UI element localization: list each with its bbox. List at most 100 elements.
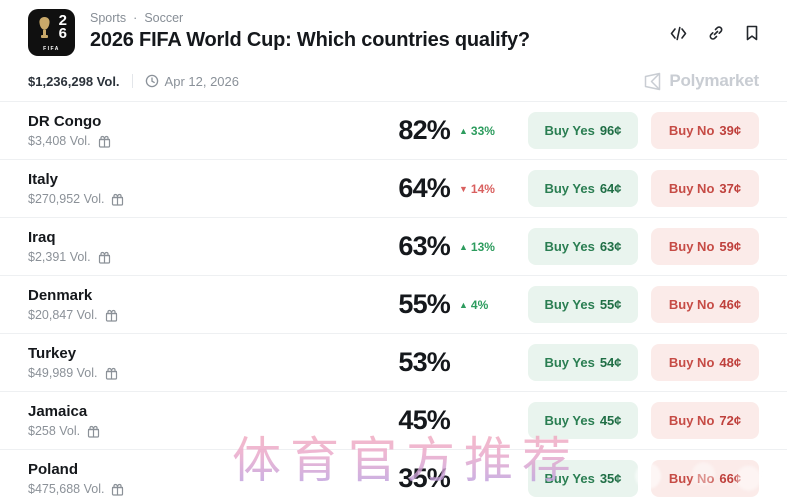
change-value: 14% — [470, 181, 495, 196]
buy-yes-label: Buy Yes — [544, 181, 595, 196]
outcome-name: Poland — [28, 461, 79, 478]
copy-link-icon[interactable] — [708, 25, 724, 41]
trade-buttons: Buy Yes 35¢ Buy No 66¢ — [528, 460, 759, 497]
buy-no-button[interactable]: Buy No 59¢ — [651, 228, 759, 265]
breadcrumb-sports[interactable]: Sports — [90, 11, 127, 25]
outcome-name: Italy — [28, 171, 59, 188]
gift-icon[interactable] — [105, 367, 118, 380]
up-arrow-icon: ▲ — [459, 299, 468, 310]
gift-icon[interactable] — [105, 309, 118, 322]
outcome-row-italy[interactable]: Italy $270,952 Vol. 64% ▼ 14% Buy Yes 64… — [0, 160, 787, 218]
total-volume: $1,236,298 Vol. — [28, 73, 120, 89]
buy-yes-button[interactable]: Buy Yes 64¢ — [528, 170, 638, 207]
outcome-volume-text: $49,989 Vol. — [28, 366, 98, 380]
polymarket-logo-icon — [645, 72, 661, 90]
page-title: 2026 FIFA World Cup: Which countries qua… — [90, 29, 530, 51]
buy-no-button[interactable]: Buy No 37¢ — [651, 170, 759, 207]
yes-price: 96¢ — [599, 123, 622, 138]
buy-no-label: Buy No — [668, 181, 715, 196]
buy-no-button[interactable]: Buy No 39¢ — [651, 112, 759, 149]
outcome-info: DR Congo $3,408 Vol. — [28, 113, 358, 148]
outcome-volume: $3,408 Vol. — [28, 134, 358, 148]
breadcrumb-separator: · — [133, 11, 138, 25]
buy-yes-label: Buy Yes — [544, 471, 595, 486]
header-actions — [670, 9, 759, 41]
outcome-row-iraq[interactable]: Iraq $2,391 Vol. 63% ▲ 13% Buy Yes 63¢ B… — [0, 218, 787, 276]
trade-buttons: Buy Yes 55¢ Buy No 46¢ — [528, 286, 759, 323]
outcome-info: Italy $270,952 Vol. — [28, 171, 358, 206]
buy-no-label: Buy No — [668, 413, 715, 428]
no-price: 37¢ — [719, 181, 742, 196]
outcome-volume-text: $20,847 Vol. — [28, 308, 98, 322]
end-date-text: Apr 12, 2026 — [164, 73, 239, 89]
buy-no-label: Buy No — [668, 471, 715, 486]
buy-yes-button[interactable]: Buy Yes 45¢ — [528, 402, 638, 439]
outcome-info: Denmark $20,847 Vol. — [28, 287, 358, 322]
outcome-volume: $475,688 Vol. — [28, 482, 358, 496]
buy-no-button[interactable]: Buy No 48¢ — [651, 344, 759, 381]
outcome-name: Iraq — [28, 229, 56, 246]
outcome-info: Jamaica $258 Vol. — [28, 403, 358, 438]
outcome-name: Denmark — [28, 287, 93, 304]
outcome-info: Turkey $49,989 Vol. — [28, 345, 358, 380]
buy-yes-label: Buy Yes — [544, 413, 595, 428]
outcome-volume-text: $475,688 Vol. — [28, 482, 105, 496]
outcome-volume: $20,847 Vol. — [28, 308, 358, 322]
no-price: 48¢ — [719, 355, 742, 370]
bookmark-icon[interactable] — [745, 25, 759, 41]
change-value: 33% — [470, 123, 495, 138]
trade-buttons: Buy Yes 96¢ Buy No 39¢ — [528, 112, 759, 149]
buy-yes-button[interactable]: Buy Yes 63¢ — [528, 228, 638, 265]
outcome-row-poland[interactable]: Poland $475,688 Vol. 35% Buy Yes 35¢ Buy… — [0, 450, 787, 500]
breadcrumb-soccer[interactable]: Soccer — [144, 11, 184, 25]
chance-percent: 53% — [398, 347, 450, 377]
buy-yes-button[interactable]: Buy Yes 54¢ — [528, 344, 638, 381]
chance-percent: 45% — [398, 405, 450, 435]
buy-yes-label: Buy Yes — [544, 297, 595, 312]
gift-icon[interactable] — [111, 483, 124, 496]
outcome-row-turkey[interactable]: Turkey $49,989 Vol. 53% Buy Yes 54¢ Buy … — [0, 334, 787, 392]
outcome-row-dr-congo[interactable]: DR Congo $3,408 Vol. 82% ▲ 33% Buy Yes 9… — [0, 102, 787, 160]
no-price: 59¢ — [719, 239, 742, 254]
buy-yes-label: Buy Yes — [544, 355, 595, 370]
fifa-2026-logo: 2 6 FIFA — [28, 9, 75, 56]
trade-buttons: Buy Yes 63¢ Buy No 59¢ — [528, 228, 759, 265]
outcome-info: Poland $475,688 Vol. — [28, 461, 358, 496]
header-texts: Sports · Soccer 2026 FIFA World Cup: Whi… — [90, 9, 530, 52]
buy-no-label: Buy No — [668, 355, 715, 370]
buy-no-button[interactable]: Buy No 66¢ — [651, 460, 759, 497]
event-header: 2 6 FIFA Sports · Soccer 2026 FIFA World… — [0, 0, 787, 56]
end-date: Apr 12, 2026 — [145, 74, 239, 89]
outcome-row-denmark[interactable]: Denmark $20,847 Vol. 55% ▲ 4% Buy Yes 55… — [0, 276, 787, 334]
buy-no-button[interactable]: Buy No 46¢ — [651, 286, 759, 323]
no-price: 72¢ — [719, 413, 742, 428]
meta-bar: $1,236,298 Vol. Apr 12, 2026 Polymarket — [0, 56, 787, 101]
buy-yes-button[interactable]: Buy Yes 96¢ — [528, 112, 638, 149]
breadcrumb: Sports · Soccer — [90, 11, 530, 25]
buy-yes-label: Buy Yes — [544, 123, 595, 138]
gift-icon[interactable] — [98, 135, 111, 148]
embed-code-icon[interactable] — [670, 25, 687, 41]
chance-percent: 63% — [398, 231, 450, 261]
outcome-name: Jamaica — [28, 403, 88, 420]
outcome-row-jamaica[interactable]: Jamaica $258 Vol. 45% Buy Yes 45¢ Buy No… — [0, 392, 787, 450]
chance-percent: 35% — [398, 463, 450, 493]
polymarket-wordmark: Polymarket — [669, 71, 759, 90]
buy-no-label: Buy No — [668, 239, 715, 254]
buy-no-button[interactable]: Buy No 72¢ — [651, 402, 759, 439]
logo-digit-6: 6 — [58, 25, 67, 42]
gift-icon[interactable] — [111, 193, 124, 206]
trade-buttons: Buy Yes 45¢ Buy No 72¢ — [528, 402, 759, 439]
outcomes-list: DR Congo $3,408 Vol. 82% ▲ 33% Buy Yes 9… — [0, 101, 787, 500]
logo-fifa-text: FIFA — [43, 46, 60, 52]
change-value: 4% — [470, 297, 489, 312]
gift-icon[interactable] — [87, 425, 100, 438]
buy-yes-button[interactable]: Buy Yes 35¢ — [528, 460, 638, 497]
chance-percent: 64% — [398, 173, 450, 203]
no-price: 46¢ — [719, 297, 742, 312]
outcome-info: Iraq $2,391 Vol. — [28, 229, 358, 264]
gift-icon[interactable] — [98, 251, 111, 264]
outcome-name: DR Congo — [28, 113, 102, 130]
buy-yes-button[interactable]: Buy Yes 55¢ — [528, 286, 638, 323]
